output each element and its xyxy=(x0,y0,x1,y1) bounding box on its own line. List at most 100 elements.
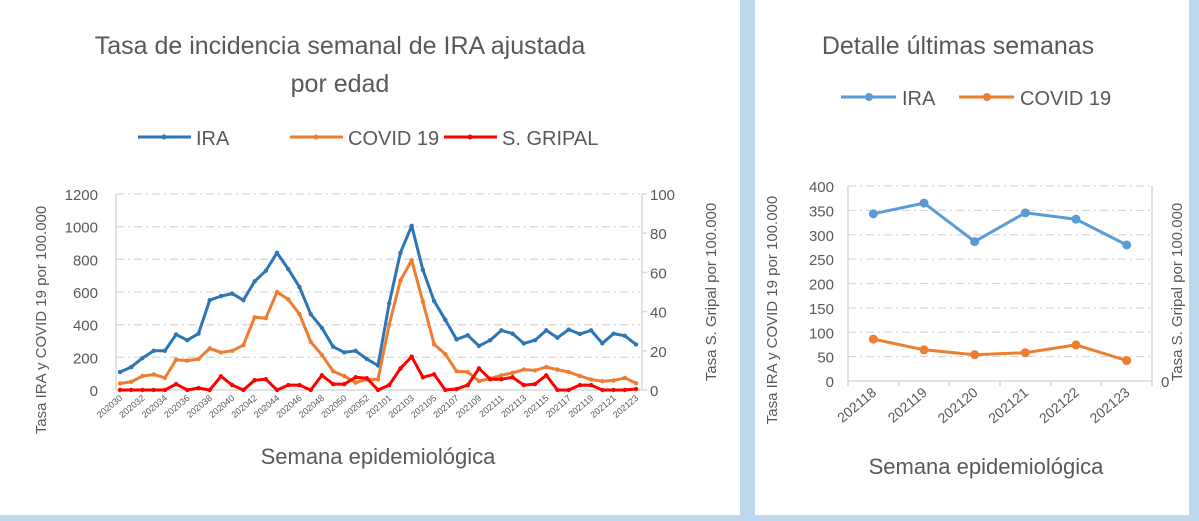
data-point xyxy=(1020,208,1030,218)
data-point xyxy=(521,367,527,372)
data-point xyxy=(454,386,459,392)
data-point xyxy=(207,346,212,351)
data-point xyxy=(129,379,134,385)
data-point xyxy=(196,331,201,336)
data-point xyxy=(185,387,190,393)
data-point xyxy=(308,311,313,317)
legend-item-ira: IRA xyxy=(841,88,936,110)
x-tick-label: 202119 xyxy=(885,384,930,426)
y-tick-label: 350 xyxy=(809,203,834,220)
data-point xyxy=(431,372,437,377)
data-point xyxy=(544,328,549,333)
data-point xyxy=(330,369,336,374)
data-point xyxy=(218,293,224,299)
data-point xyxy=(970,237,980,247)
data-point xyxy=(521,382,527,388)
data-point xyxy=(140,373,145,379)
data-point xyxy=(241,387,246,393)
data-point xyxy=(611,331,616,336)
data-point xyxy=(207,387,212,393)
legend-item-covid-19: COVID 19 xyxy=(290,128,439,150)
data-point xyxy=(286,382,291,388)
data-point xyxy=(566,387,571,393)
y-tick-label: 600 xyxy=(73,285,98,302)
data-point xyxy=(454,337,459,342)
data-point xyxy=(622,375,627,381)
data-point xyxy=(476,378,482,384)
data-point xyxy=(330,344,336,349)
data-point xyxy=(555,335,560,340)
data-point xyxy=(342,350,347,355)
data-point xyxy=(398,250,403,255)
legend-label: S. GRIPAL xyxy=(502,128,598,150)
y2-tick-label: 0 xyxy=(650,383,658,400)
data-point xyxy=(600,378,605,384)
data-point xyxy=(532,368,538,373)
data-point xyxy=(420,267,426,273)
data-point xyxy=(117,369,123,375)
data-point xyxy=(353,348,358,353)
series-covid-19 xyxy=(868,334,1132,366)
x-tick-label: 202122 xyxy=(1036,384,1082,426)
detail-chart-title: Detalle últimas semanas xyxy=(822,32,1094,60)
detail-y-axis-ticks: 0 50 100 150 200 250 300 350 400 xyxy=(809,179,834,391)
data-point xyxy=(252,279,257,284)
data-point xyxy=(499,328,504,333)
data-point xyxy=(1071,340,1081,350)
data-point xyxy=(443,317,448,322)
data-point xyxy=(532,381,538,387)
left-chart-panel: Tasa de incidencia semanal de IRA ajusta… xyxy=(0,0,740,515)
legend-item-s-gripal: S. GRIPAL xyxy=(444,128,598,150)
y-axis-ticks: 0 200 400 600 800 1000 1200 xyxy=(65,187,98,400)
data-point xyxy=(398,278,403,283)
y-tick-label: 150 xyxy=(809,301,834,318)
data-point xyxy=(431,298,437,304)
data-point xyxy=(342,381,347,387)
data-point xyxy=(555,387,560,393)
data-point xyxy=(241,297,246,303)
legend-label: IRA xyxy=(902,88,936,110)
data-point xyxy=(173,357,179,362)
series-ira xyxy=(868,198,1132,250)
data-point xyxy=(263,268,269,273)
data-point xyxy=(364,356,369,362)
data-point xyxy=(196,385,201,391)
data-point xyxy=(387,382,392,388)
detail-y-axis-title: Tasa IRA y COVID 19 por 100.000 xyxy=(764,196,781,424)
detail-gridlines xyxy=(847,185,1153,386)
data-point xyxy=(185,358,190,363)
y-tick-label: 100 xyxy=(809,325,834,342)
legend-marker xyxy=(313,134,319,140)
y-tick-label: 250 xyxy=(809,252,834,269)
x-tick-label: 202109 xyxy=(454,393,483,420)
data-point xyxy=(633,380,639,386)
data-point xyxy=(487,337,493,343)
data-point xyxy=(319,352,325,358)
data-point xyxy=(297,382,302,388)
y-tick-label: 0 xyxy=(90,383,98,400)
data-point xyxy=(622,387,627,393)
data-point xyxy=(330,381,336,387)
data-point xyxy=(229,348,235,353)
y2-axis-ticks: 0 20 40 60 80 100 xyxy=(650,187,675,400)
y2-tick-label: 40 xyxy=(650,305,667,322)
data-point xyxy=(476,366,482,371)
y-tick-label: 200 xyxy=(809,277,834,294)
data-point xyxy=(499,377,504,382)
data-point xyxy=(544,373,549,378)
data-point xyxy=(375,377,381,382)
y-tick-label: 400 xyxy=(809,179,834,196)
data-point xyxy=(420,299,426,304)
y2-tick-label: 0 xyxy=(1161,374,1169,391)
y2-tick-label: 20 xyxy=(650,344,667,361)
detail-y2-axis-title: Tasa S. Gripal por 100.000 xyxy=(1169,203,1186,381)
data-point xyxy=(398,366,403,371)
data-point xyxy=(420,375,426,380)
data-point xyxy=(868,334,878,344)
data-point xyxy=(151,372,156,377)
data-point xyxy=(600,341,605,346)
series-line-covid-19 xyxy=(872,337,1128,362)
y-tick-label: 300 xyxy=(809,228,834,245)
data-point xyxy=(274,387,280,393)
data-point xyxy=(521,341,527,346)
